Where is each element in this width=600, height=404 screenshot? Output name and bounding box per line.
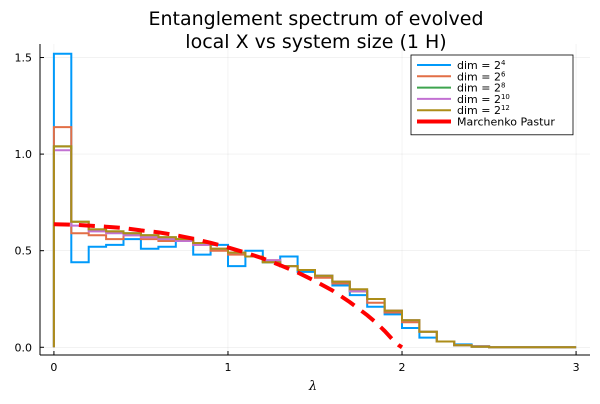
chart-title-line2: local X vs system size (1 H)	[185, 31, 446, 53]
marchenko-pastur-line	[53, 222, 404, 349]
chart-title-line1: Entanglement spectrum of evolved	[148, 8, 483, 30]
x-tick-label-0: 0	[50, 361, 57, 374]
x-tick-label-2: 2	[399, 361, 406, 374]
y-tick-label-2: 1.0	[15, 148, 33, 161]
legend-label-dim-2-pow-4: dim = 24	[457, 59, 506, 72]
series-line-dim-2-pow-10	[52, 149, 577, 349]
series-line-dim-2-pow-8	[52, 145, 577, 349]
x-tick-label-1: 1	[224, 361, 231, 374]
legend-label-dim-2-pow-12: dim = 212	[457, 104, 510, 117]
legend-label-dim-2-pow-8: dim = 28	[457, 82, 505, 95]
x-tick-label-3: 3	[573, 361, 580, 374]
y-tick-label-3: 1.5	[15, 52, 33, 65]
legend-label-marchenko-pastur: Marchenko Pastur	[457, 116, 555, 129]
series-line-dim-2-pow-6	[52, 126, 577, 349]
legend-label-dim-2-pow-6: dim = 26	[457, 70, 506, 83]
y-tick-label-0: 0.0	[15, 341, 33, 354]
series-line-dim-2-pow-12	[52, 145, 577, 349]
y-tick-label-1: 0.5	[15, 245, 33, 258]
x-axis-label: λ	[308, 379, 317, 394]
legend-label-dim-2-pow-10: dim = 210	[457, 93, 510, 106]
